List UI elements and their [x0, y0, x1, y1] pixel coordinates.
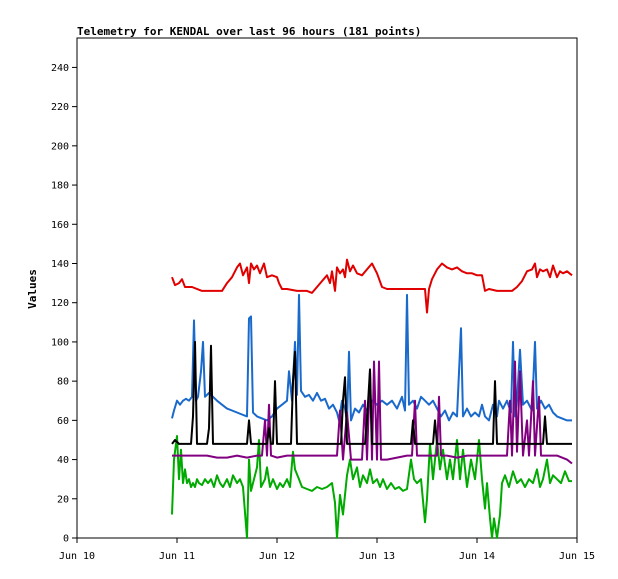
x-tick-label: Jun 15	[559, 551, 595, 562]
series-line-4	[172, 360, 573, 465]
y-tick-label: 120	[51, 298, 69, 309]
series-line-3	[171, 435, 572, 539]
y-tick-label: 200	[51, 141, 69, 152]
x-tick-label: Jun 10	[59, 551, 95, 562]
y-tick-label: 0	[63, 534, 69, 545]
y-tick-label: 100	[51, 337, 69, 348]
y-tick-label: 160	[51, 220, 69, 231]
y-tick-label: 60	[57, 416, 69, 427]
y-axis-label: Values	[26, 269, 39, 309]
y-tick-label: 240	[51, 63, 69, 74]
y-tick-label: 180	[51, 181, 69, 192]
data-series	[171, 258, 573, 539]
plot-area-frame	[76, 37, 578, 539]
x-tick-label: Jun 13	[359, 551, 395, 562]
x-tick-label: Jun 12	[259, 551, 295, 562]
y-tick-label: 40	[57, 455, 69, 466]
chart-title: Telemetry for KENDAL over last 96 hours …	[77, 25, 421, 38]
x-tick-label: Jun 14	[459, 551, 495, 562]
y-tick-label: 220	[51, 102, 69, 113]
y-tick-label: 80	[57, 377, 69, 388]
series-line-1	[171, 258, 573, 314]
x-tick-label: Jun 11	[159, 551, 195, 562]
y-tick-label: 140	[51, 259, 69, 270]
axis-ticks: 0 20 40 60 80 100 120 140 160 180 200 220 240 Jun 10 J…	[51, 63, 595, 562]
y-tick-label: 20	[57, 494, 69, 505]
series-line-2	[171, 293, 572, 422]
series-line-5	[171, 340, 572, 445]
